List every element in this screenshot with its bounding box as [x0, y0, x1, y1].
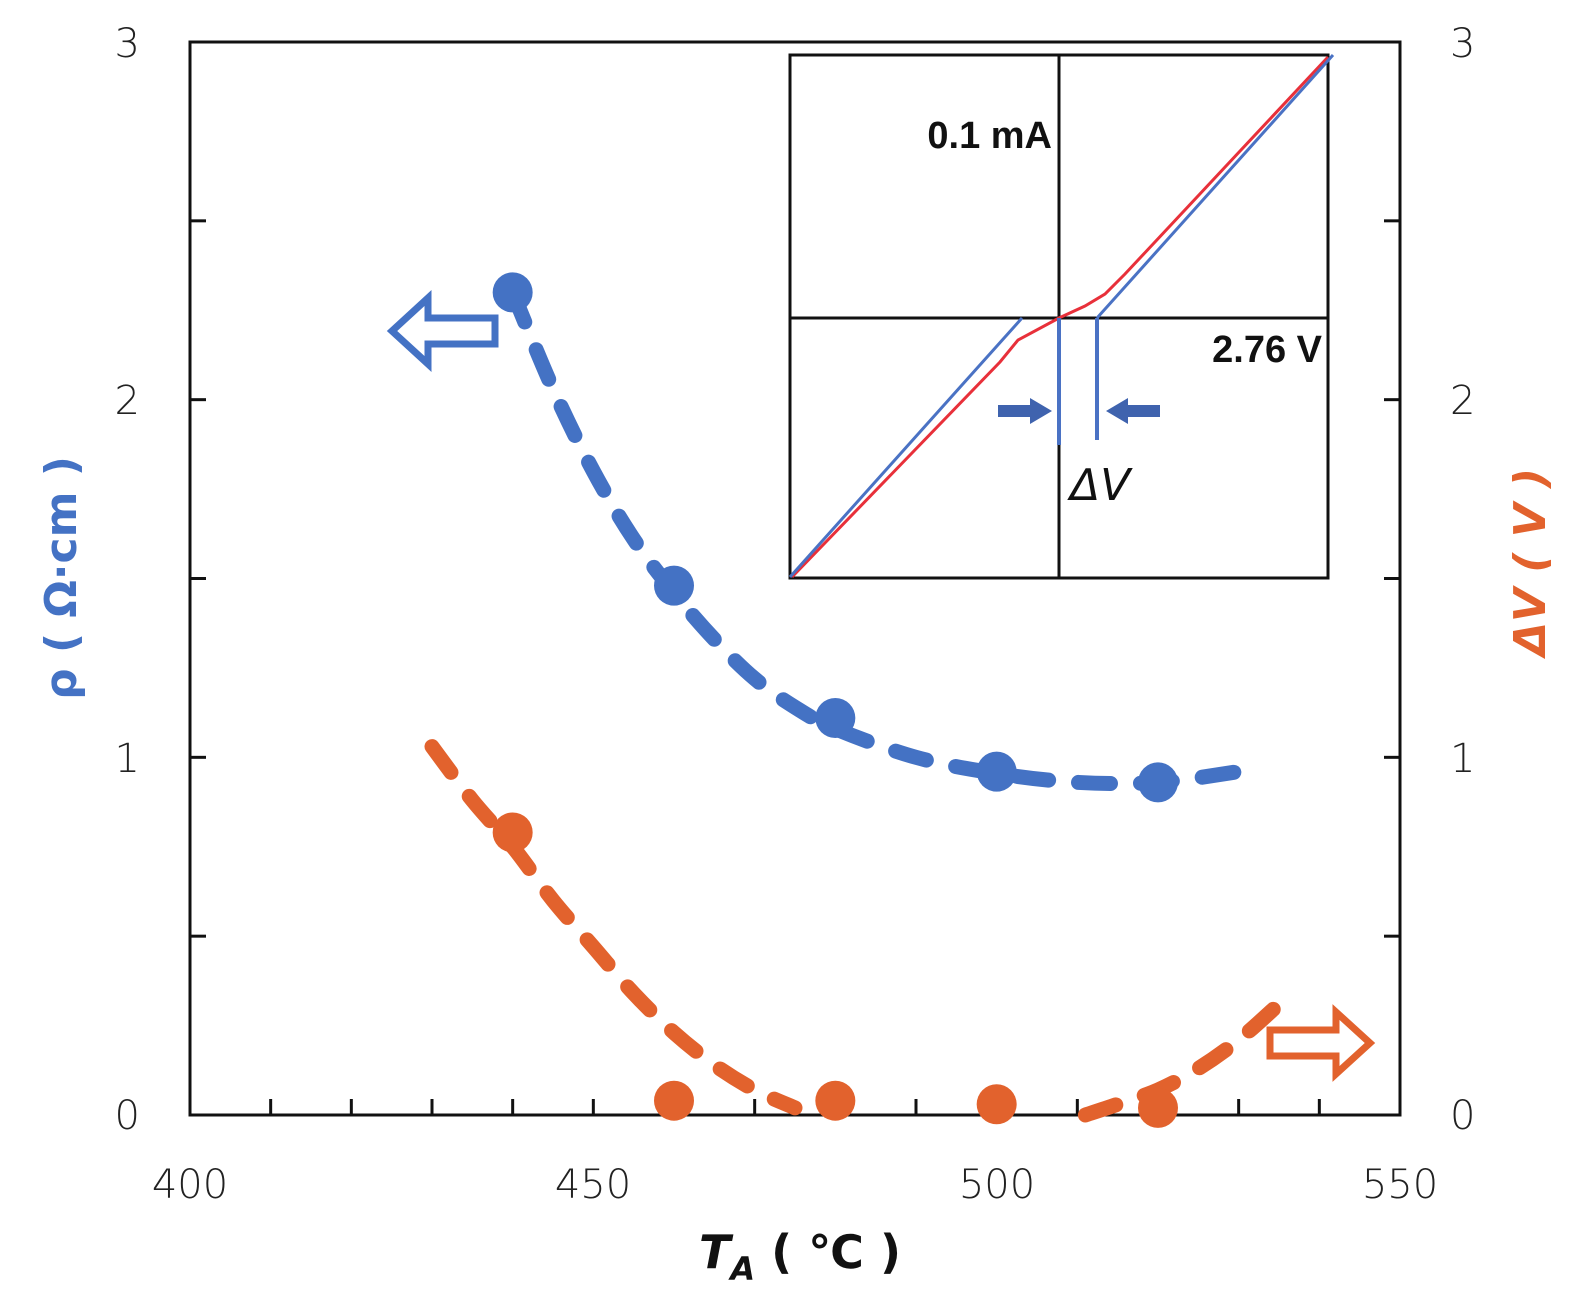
inset-voltage-label: 2.76 V: [1212, 329, 1323, 371]
trend-line-rho: [505, 284, 1247, 792]
data-point-rho: [976, 751, 1017, 792]
y-left-tick-label: 3: [115, 21, 140, 67]
inset-measured-curve: [790, 55, 1330, 579]
right-axis-arrow-icon: [1266, 1004, 1376, 1082]
inset-fit-line-right: [1095, 53, 1335, 320]
x-tick-label: 500: [959, 1162, 1035, 1208]
y-right-axis-title: ΔV ( V ): [1505, 468, 1556, 659]
x-tick-label: 450: [555, 1162, 631, 1208]
inset-current-label: 0.1 mA: [927, 115, 1052, 157]
inset-fit-line-left: [788, 316, 1024, 579]
data-point-rho: [492, 272, 533, 313]
y-left-tick-label: 2: [115, 378, 140, 424]
data-point-deltaV: [815, 1080, 856, 1121]
x-tick-label: 400: [152, 1162, 228, 1208]
series-layer: [424, 272, 1287, 1128]
iv-inset: 0.1 mA 2.76 V ΔV: [788, 53, 1335, 580]
y-right-tick-labels: 0 1 2 3: [1450, 21, 1475, 1139]
inset-arrow-left-icon: [1106, 398, 1160, 424]
y-left-tick-labels: 0 1 2 3: [115, 21, 140, 1139]
inset-arrow-right-icon: [998, 398, 1052, 424]
y-left-tick-label: 0: [115, 1093, 140, 1139]
trend-line-deltaV: [1077, 996, 1287, 1123]
y-right-tick-label: 2: [1450, 378, 1475, 424]
data-point-rho: [815, 697, 856, 738]
data-point-rho: [654, 565, 694, 606]
data-point-rho: [1138, 762, 1178, 803]
inset-delta-label: ΔV: [1067, 460, 1133, 511]
x-axis-title: TA ( ℃ ): [699, 1225, 901, 1288]
y-right-tick-label: 3: [1450, 21, 1475, 67]
series-deltaV: [424, 739, 1287, 1128]
trend-line-deltaV: [424, 739, 803, 1116]
x-tick-label: 550: [1362, 1162, 1438, 1208]
series-rho: [492, 272, 1247, 803]
left-axis-arrow-icon: [386, 290, 499, 372]
data-point-deltaV: [976, 1084, 1017, 1125]
x-tick-labels: 400 450 500 550: [152, 1162, 1438, 1208]
y-left-tick-label: 1: [115, 736, 140, 782]
y-right-tick-label: 0: [1450, 1093, 1475, 1139]
data-point-deltaV: [1138, 1087, 1178, 1128]
y-right-tick-label: 1: [1450, 736, 1475, 782]
y-left-axis-title: ρ ( Ω·cm ): [36, 456, 87, 700]
data-point-deltaV: [492, 812, 533, 853]
data-point-deltaV: [654, 1080, 694, 1121]
